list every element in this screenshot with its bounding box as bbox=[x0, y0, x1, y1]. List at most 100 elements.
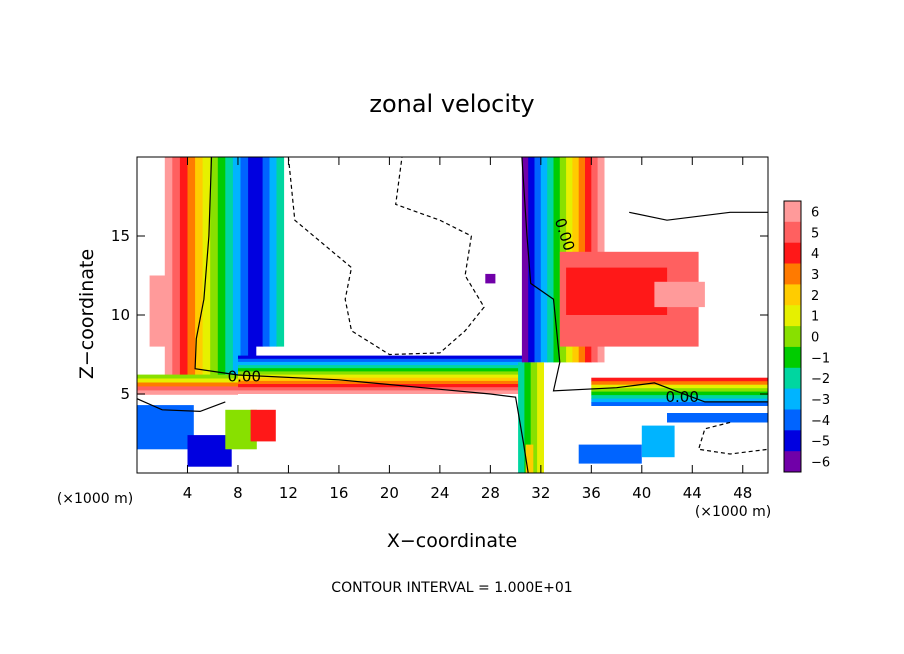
field-cell bbox=[485, 273, 496, 284]
x-tick-label: 20 bbox=[380, 484, 399, 502]
field-cell bbox=[137, 405, 194, 450]
field-cell bbox=[540, 157, 548, 363]
field-cell bbox=[530, 362, 538, 473]
y-tick-label: 15 bbox=[111, 227, 130, 245]
colorbar-swatch bbox=[784, 430, 801, 452]
field-cell bbox=[217, 157, 226, 375]
x-tick-label: 32 bbox=[531, 484, 550, 502]
colorbar-swatch bbox=[784, 242, 801, 264]
y-tick-label: 10 bbox=[111, 306, 130, 324]
colorbar-swatch bbox=[784, 367, 801, 390]
field-cell bbox=[137, 386, 238, 391]
field-cell bbox=[667, 413, 768, 423]
field-cell bbox=[172, 157, 181, 375]
colorbar-label: 2 bbox=[811, 289, 819, 304]
field-cell bbox=[578, 444, 642, 464]
x-axis-label: X−coordinate bbox=[387, 530, 517, 552]
y-axis-ticks: 5 10 15 bbox=[111, 227, 768, 403]
colorbar-label: 6 bbox=[811, 205, 819, 220]
colorbar-swatch bbox=[784, 388, 801, 410]
colorbar-swatch bbox=[784, 451, 801, 473]
x-tick-label: 4 bbox=[183, 484, 193, 502]
colorbar-swatch bbox=[784, 409, 801, 431]
contour-label: 0.00 bbox=[665, 388, 698, 406]
field-cell bbox=[591, 395, 768, 400]
colorbar-swatch bbox=[784, 263, 801, 285]
colorbar-frame bbox=[783, 200, 802, 473]
field-cell bbox=[525, 444, 534, 473]
field-cell bbox=[137, 390, 238, 395]
colorbar-swatch bbox=[784, 201, 801, 223]
field-cell bbox=[537, 362, 544, 473]
field-cell bbox=[250, 409, 276, 442]
field-cell bbox=[137, 374, 238, 379]
field-cell bbox=[591, 384, 768, 389]
field-cell bbox=[187, 157, 196, 375]
field-cell bbox=[553, 157, 561, 363]
x-tick-label: 16 bbox=[329, 484, 348, 502]
field-cell bbox=[238, 374, 529, 379]
field-cell bbox=[232, 157, 242, 375]
field-cell bbox=[591, 377, 768, 382]
field-cell bbox=[641, 425, 675, 458]
field-cell bbox=[566, 267, 668, 315]
field-cell bbox=[262, 157, 271, 347]
colorbar-swatch bbox=[784, 326, 801, 348]
field-cell bbox=[534, 157, 542, 363]
field-cell bbox=[164, 157, 173, 375]
field-cell bbox=[149, 275, 166, 347]
field-cell bbox=[276, 157, 285, 347]
colorbar-swatch bbox=[784, 221, 801, 244]
field-cell bbox=[591, 402, 768, 406]
field-cell bbox=[547, 157, 555, 363]
colorbar-swatch bbox=[784, 346, 801, 369]
field-cell bbox=[137, 382, 238, 387]
x-tick-label: 36 bbox=[582, 484, 601, 502]
x-axis-origin-units: (×1000 m) bbox=[57, 491, 133, 507]
colorbar-label: 1 bbox=[811, 310, 819, 325]
colorbar-label: 3 bbox=[811, 268, 819, 283]
chart-title: zonal velocity bbox=[369, 90, 534, 118]
field-cell bbox=[238, 377, 529, 382]
colorbar-label: −3 bbox=[811, 393, 830, 408]
contour-lower-right bbox=[697, 421, 768, 455]
x-tick-label: 24 bbox=[430, 484, 449, 502]
contour-zero-lower-left bbox=[137, 398, 226, 413]
colorbar-label: 4 bbox=[811, 247, 819, 262]
field-cell bbox=[528, 157, 536, 363]
contour-zero-right bbox=[521, 157, 768, 403]
field-cell bbox=[238, 387, 529, 391]
field-cell bbox=[238, 365, 529, 369]
colorbar: 6 5 4 3 2 1 0 −1 −2 −3 −4 −5 −6 bbox=[783, 200, 830, 473]
velocity-field bbox=[137, 157, 768, 473]
x-tick-label: 48 bbox=[733, 484, 752, 502]
field-cell bbox=[238, 371, 529, 375]
field-cell bbox=[238, 384, 529, 388]
field-cell bbox=[238, 390, 529, 394]
x-tick-label: 44 bbox=[683, 484, 702, 502]
field-cell bbox=[591, 391, 768, 396]
colorbar-label: −4 bbox=[811, 414, 830, 429]
y-tick-label: 5 bbox=[120, 385, 130, 403]
colorbar-label: −5 bbox=[811, 435, 830, 450]
field-cell bbox=[518, 362, 525, 473]
field-cell bbox=[195, 157, 204, 375]
field-cell bbox=[238, 358, 529, 363]
field-cell bbox=[591, 381, 768, 386]
field-cell bbox=[591, 398, 768, 403]
field-cell bbox=[255, 157, 264, 347]
field-cell bbox=[238, 380, 529, 385]
x-tick-label: 40 bbox=[632, 484, 651, 502]
field-cell bbox=[238, 355, 529, 360]
field-cell bbox=[238, 361, 529, 366]
field-cell bbox=[248, 157, 257, 375]
contour-label: 0.00 bbox=[228, 367, 261, 385]
field-cell bbox=[210, 157, 219, 375]
x-axis-ticks: 4 8 12 16 20 24 28 32 36 40 44 48 bbox=[183, 157, 752, 502]
field-cell bbox=[238, 368, 529, 372]
colorbar-label: −6 bbox=[811, 456, 830, 471]
field-cell bbox=[654, 281, 705, 308]
colorbar-label: −2 bbox=[811, 372, 830, 387]
contour-upper-right bbox=[629, 211, 768, 221]
